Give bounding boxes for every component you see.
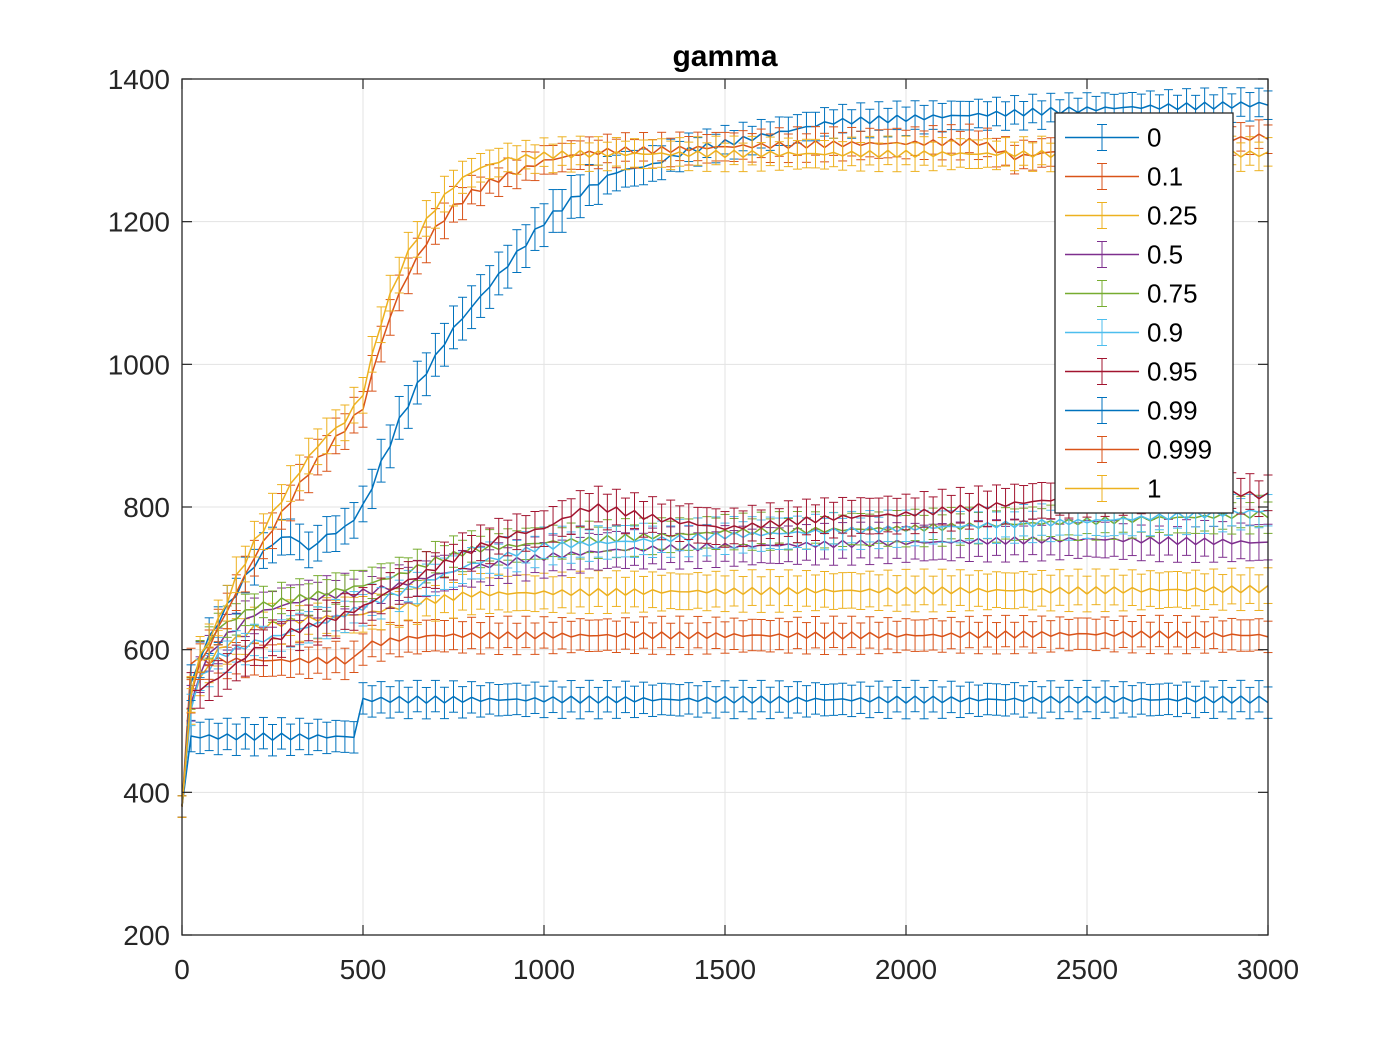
legend-item: 0.999 — [1065, 435, 1212, 465]
legend-box — [1054, 112, 1234, 514]
y-tick-label: 600 — [123, 635, 170, 666]
legend-label: 0.1 — [1147, 162, 1183, 192]
legend-label: 0.999 — [1147, 435, 1212, 465]
legend-item: 0.25 — [1065, 201, 1198, 231]
x-tick-label: 1500 — [694, 954, 756, 985]
x-tick-label: 2000 — [875, 954, 937, 985]
legend: 0 0.1 0.25 0.5 0.75 0.9 0.95 0.99 0.999 1 — [1054, 112, 1234, 514]
legend-item: 1 — [1065, 474, 1161, 504]
legend-label: 0 — [1147, 123, 1161, 153]
axis-ticks: 0 500 1000 1500 2000 2500 3000 200 400 600 800 1000… — [108, 64, 1299, 985]
x-tick-label: 3000 — [1237, 954, 1299, 985]
legend-item: 0.75 — [1065, 279, 1198, 309]
x-tick-label: 0 — [174, 954, 190, 985]
series-line — [181, 630, 1269, 807]
x-tick-label: 1000 — [513, 954, 575, 985]
chart-title: gamma — [672, 40, 777, 73]
y-tick-label: 200 — [123, 920, 170, 951]
legend-label: 0.9 — [1147, 318, 1183, 348]
legend-label: 0.25 — [1147, 201, 1198, 231]
legend-item: 0.99 — [1065, 396, 1198, 426]
legend-item: 0.95 — [1065, 357, 1198, 387]
y-tick-label: 1200 — [108, 207, 170, 238]
y-tick-label: 1000 — [108, 349, 170, 380]
legend-item: 0.1 — [1065, 162, 1183, 192]
legend-label: 1 — [1147, 474, 1161, 504]
legend-label: 0.95 — [1147, 357, 1198, 387]
y-tick-label: 400 — [123, 777, 170, 808]
legend-label: 0.99 — [1147, 396, 1198, 426]
y-tick-label: 1400 — [108, 64, 170, 95]
series-0 — [177, 679, 1273, 818]
series-line — [181, 695, 1269, 807]
series-0.1 — [177, 614, 1273, 818]
x-tick-label: 2500 — [1056, 954, 1118, 985]
x-tick-label: 500 — [340, 954, 387, 985]
plot-series — [177, 87, 1273, 818]
legend-item: 0.9 — [1065, 318, 1183, 348]
y-tick-label: 800 — [123, 492, 170, 523]
legend-item: 0.5 — [1065, 240, 1183, 270]
legend-label: 0.75 — [1147, 279, 1198, 309]
legend-label: 0.5 — [1147, 240, 1183, 270]
legend-item: 0 — [1065, 123, 1161, 153]
